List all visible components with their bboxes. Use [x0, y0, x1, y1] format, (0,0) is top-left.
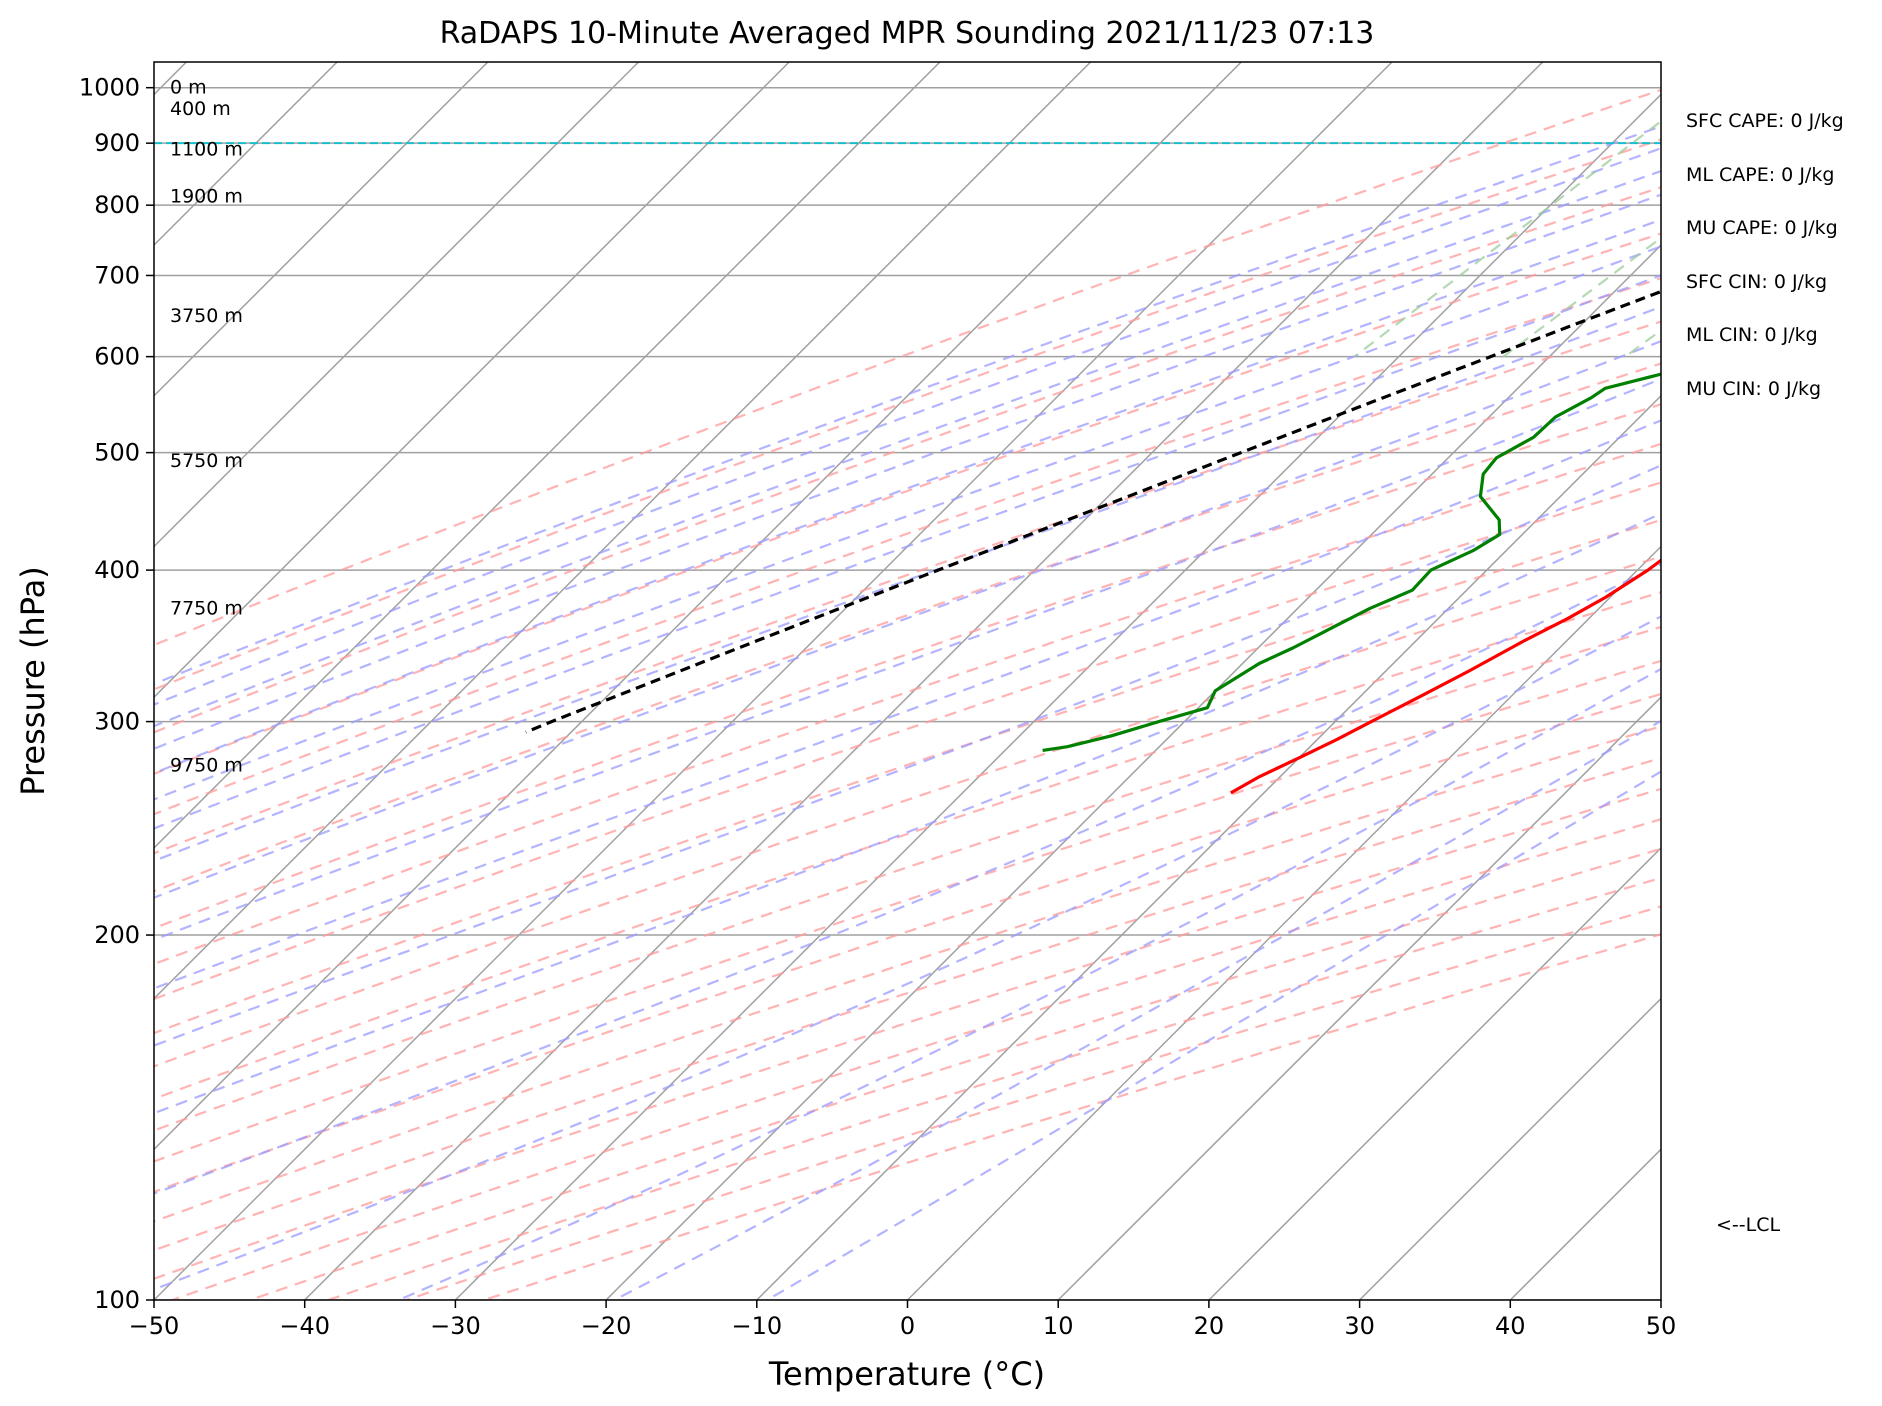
moist-adiabat — [154, 305, 1661, 863]
isotherm — [154, 62, 489, 397]
y-tick-label: 400 — [94, 556, 140, 584]
moist-adiabat — [154, 147, 1661, 706]
x-tick-label: 10 — [1043, 1312, 1074, 1340]
isotherm — [1359, 997, 1661, 1300]
moist-adiabat — [154, 274, 1661, 830]
height-label: 7750 m — [170, 597, 243, 619]
isotherm — [154, 62, 1393, 1300]
parcel-stat: MU CIN: 0 J/kg — [1686, 377, 1822, 400]
y-tick-label: 1000 — [79, 74, 140, 102]
parcel-stat: MU CAPE: 0 J/kg — [1686, 217, 1838, 239]
moist-adiabat — [154, 377, 1661, 941]
dry-adiabat — [154, 186, 1661, 734]
temperature-profile — [1230, 558, 1661, 795]
dry-adiabat — [154, 442, 1661, 966]
moist-adiabat — [154, 563, 1661, 1195]
moist-adiabat — [154, 125, 1661, 686]
isotherm — [154, 62, 1242, 1151]
parcel-stat: ML CAPE: 0 J/kg — [1686, 163, 1835, 186]
moist-adiabat — [154, 340, 1661, 899]
dry-adiabat — [154, 232, 1661, 776]
isotherm — [454, 93, 1661, 1300]
dry-adiabat — [154, 277, 1661, 816]
parcel-stat: ML CIN: 0 J/kg — [1686, 324, 1818, 346]
y-tick-label: 100 — [94, 1286, 140, 1314]
y-tick-label: 700 — [94, 261, 140, 289]
moist-adiabat — [154, 464, 1661, 1047]
isotherm — [154, 62, 941, 849]
moist-adiabat — [154, 218, 1661, 775]
moist-adiabat — [154, 512, 1661, 1115]
y-axis-label: Pressure (hPa) — [14, 566, 52, 796]
x-tick-label: 50 — [1646, 1312, 1677, 1340]
height-label: 1900 m — [170, 186, 243, 208]
x-axis-label: Temperature (°C) — [768, 1355, 1045, 1393]
isotherm — [605, 244, 1661, 1300]
x-tick-label: 20 — [1194, 1312, 1225, 1340]
data-lines — [154, 142, 1661, 795]
moist-adiabat — [613, 719, 1661, 1300]
height-label: 5750 m — [170, 450, 243, 472]
chart-title: RaDAPS 10-Minute Averaged MPR Sounding 2… — [440, 16, 1375, 51]
x-tick-label: −40 — [279, 1312, 330, 1340]
y-tick-label: 600 — [94, 343, 140, 371]
dry-adiabat — [154, 362, 1661, 893]
height-label: 1100 m — [170, 139, 243, 161]
height-label: 9750 m — [170, 754, 243, 776]
height-label: 3750 m — [170, 305, 243, 327]
dry-adiabat — [154, 88, 1661, 647]
dry-adiabat — [154, 625, 1661, 1132]
dry-adiabat — [154, 787, 1661, 1280]
y-tick-label: 200 — [94, 921, 140, 949]
x-tick-label: 30 — [1344, 1312, 1375, 1340]
mixing-ratio-line — [1502, 236, 1661, 358]
moist-adiabat — [398, 667, 1661, 1300]
moist-adiabat — [154, 169, 1661, 728]
moist-adiabat — [154, 245, 1661, 801]
parcel-stat: SFC CIN: 0 J/kg — [1686, 270, 1828, 293]
dewpoint-profile — [1042, 372, 1661, 752]
isotherm — [154, 62, 1092, 1000]
height-label: 0 m — [170, 77, 207, 99]
height-label: 400 m — [170, 98, 231, 120]
isotherm — [154, 62, 790, 699]
x-tick-label: −10 — [731, 1312, 782, 1340]
y-tick-label: 900 — [94, 129, 140, 157]
isotherm — [154, 62, 640, 548]
mixing-ratio-line — [1353, 119, 1661, 358]
axes: −50 −40 −30 −20 −10 0 10 20 30 40 50 100 200 300 400 50… — [79, 74, 1676, 1340]
isotherm — [1057, 696, 1661, 1300]
background-lines — [154, 62, 1661, 1300]
y-tick-label: 300 — [94, 708, 140, 736]
isotherm — [1208, 846, 1661, 1300]
dry-adiabat — [154, 692, 1661, 1193]
parcel-stat: SFC CAPE: 0 J/kg — [1686, 110, 1844, 132]
lcl-label: <--LCL — [1716, 1214, 1780, 1236]
x-tick-label: −50 — [129, 1312, 180, 1340]
dry-adiabat — [154, 138, 1661, 691]
dry-adiabat — [154, 555, 1661, 1068]
parcel-profile — [525, 289, 1661, 734]
x-tick-label: 0 — [900, 1312, 915, 1340]
y-tick-label: 500 — [94, 439, 140, 467]
isotherm — [906, 545, 1661, 1300]
dry-adiabat — [154, 481, 1661, 1001]
x-tick-label: −30 — [430, 1312, 481, 1340]
isotherm — [304, 62, 1544, 1300]
y-tick-label: 800 — [94, 191, 140, 219]
x-tick-label: −20 — [581, 1312, 632, 1340]
x-tick-label: 40 — [1495, 1312, 1526, 1340]
